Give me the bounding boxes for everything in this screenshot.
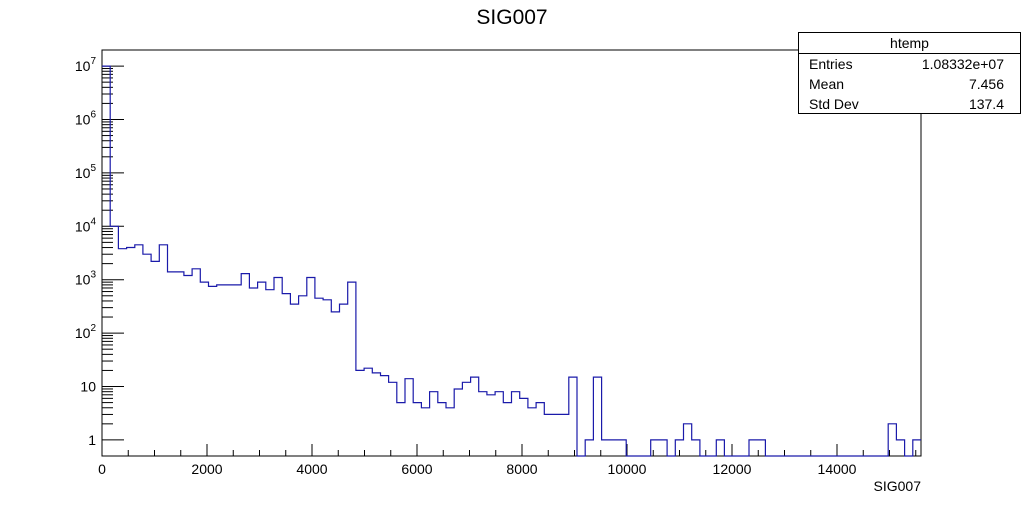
x-tick-label: 12000 [713,461,752,477]
x-tick-label: 4000 [296,461,327,477]
stats-row-stddev: Std Dev 137.4 [799,94,1020,114]
stats-title: htemp [799,33,1020,54]
chart-title: SIG007 [476,6,548,29]
stats-row-mean: Mean 7.456 [799,74,1020,94]
x-tick-label: 14000 [818,461,857,477]
x-axis-label: SIG007 [874,478,922,494]
y-tick-label: 106 [75,109,97,127]
y-tick-label: 104 [75,216,97,234]
stats-value: 7.456 [968,76,1004,92]
stats-value: 137.4 [968,96,1004,112]
x-tick-label: 8000 [506,461,537,477]
y-tick-label: 10 [80,379,96,395]
x-axis-ticks: 0 2000 4000 6000 8000 10000 12000 14000 [98,444,917,477]
stats-row-entries: Entries 1.08332e+07 [799,54,1020,74]
y-tick-label: 105 [75,163,97,181]
stats-value: 1.08332e+07 [921,56,1004,72]
stats-label: Entries [809,56,853,72]
y-tick-label: 103 [75,270,97,288]
stats-box: htemp Entries 1.08332e+07 Mean 7.456 Std… [798,32,1021,114]
x-tick-label: 2000 [191,461,222,477]
x-tick-label: 10000 [608,461,647,477]
plot-frame [101,49,922,457]
stats-label: Std Dev [809,96,859,112]
y-tick-label: 102 [75,323,97,341]
y-tick-label: 107 [75,56,97,74]
histogram-series [102,65,921,457]
x-tick-label: 6000 [401,461,432,477]
stats-label: Mean [809,76,845,92]
y-tick-label: 1 [88,432,96,448]
x-tick-label: 0 [98,461,106,477]
